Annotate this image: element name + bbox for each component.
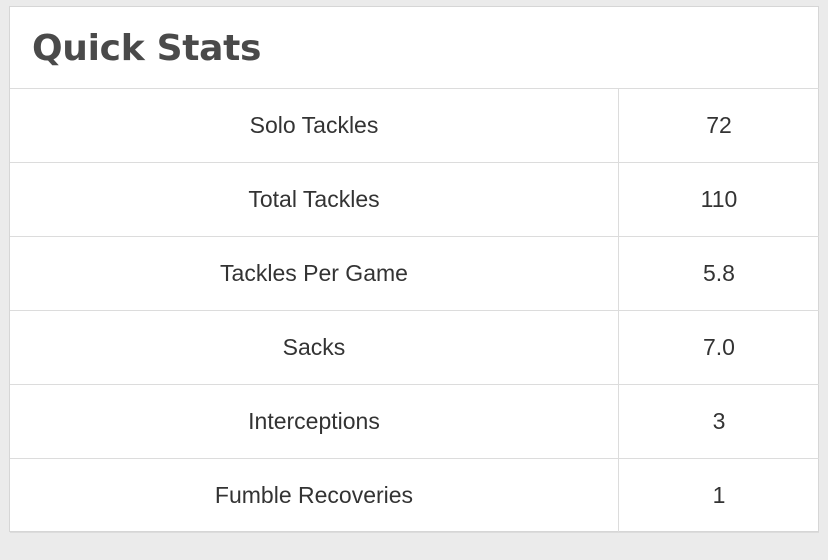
stat-label-tackles-per-game: Tackles Per Game bbox=[10, 236, 619, 311]
stat-label-fumble-recoveries: Fumble Recoveries bbox=[10, 458, 619, 533]
stat-value-sacks: 7.0 bbox=[618, 310, 819, 385]
stat-value-interceptions: 3 bbox=[618, 384, 819, 459]
stat-label-total-tackles: Total Tackles bbox=[10, 162, 619, 237]
stat-label-interceptions: Interceptions bbox=[10, 384, 619, 459]
stat-label-solo-tackles: Solo Tackles bbox=[10, 88, 619, 163]
table-row: Tackles Per Game 5.8 bbox=[10, 236, 819, 311]
quick-stats-panel: Quick Stats Solo Tackles 72 Total Tackle… bbox=[9, 6, 819, 533]
stats-table: Solo Tackles 72 Total Tackles 110 Tackle… bbox=[10, 88, 819, 533]
table-row: Total Tackles 110 bbox=[10, 162, 819, 237]
table-row: Solo Tackles 72 bbox=[10, 88, 819, 163]
stat-value-total-tackles: 110 bbox=[618, 162, 819, 237]
table-row: Fumble Recoveries 1 bbox=[10, 458, 819, 533]
stat-value-fumble-recoveries: 1 bbox=[618, 458, 819, 533]
panel-title: Quick Stats bbox=[32, 28, 262, 69]
stat-value-tackles-per-game: 5.8 bbox=[618, 236, 819, 311]
table-row: Sacks 7.0 bbox=[10, 310, 819, 385]
table-row: Interceptions 3 bbox=[10, 384, 819, 459]
stat-value-solo-tackles: 72 bbox=[618, 88, 819, 163]
stat-label-sacks: Sacks bbox=[10, 310, 619, 385]
